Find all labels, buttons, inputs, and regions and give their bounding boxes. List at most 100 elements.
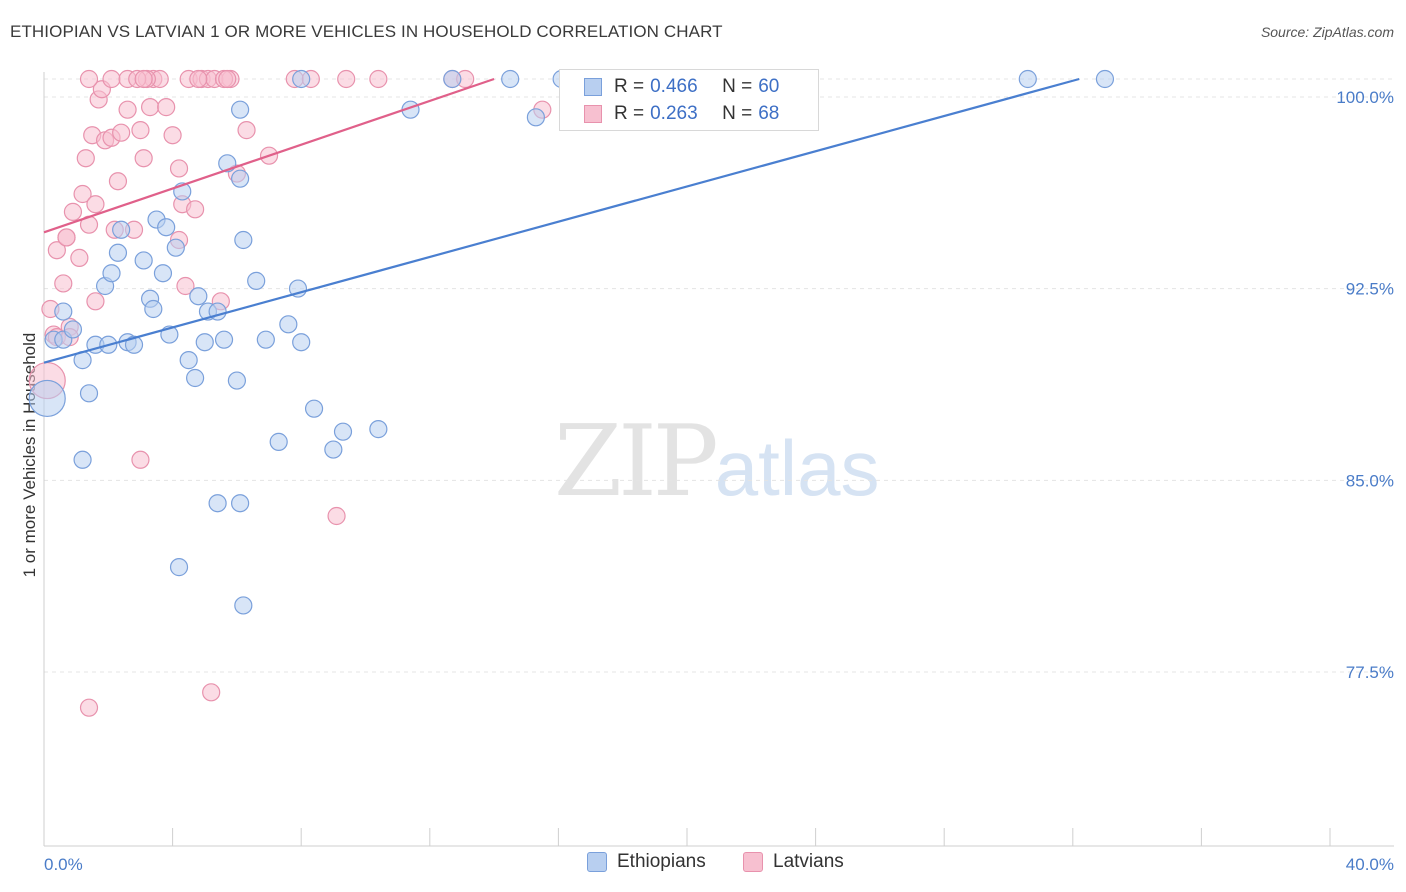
ethiopian-point bbox=[63, 320, 83, 339]
ethiopian-point bbox=[134, 251, 153, 270]
x-tick-label: 0.0% bbox=[44, 855, 83, 874]
ethiopian-point bbox=[324, 440, 343, 459]
ethiopian-point bbox=[227, 371, 246, 390]
legend-label-ethiopians: Ethiopians bbox=[617, 851, 706, 872]
latvian-point bbox=[108, 172, 128, 191]
latvian-point bbox=[134, 149, 153, 168]
latvian-point bbox=[57, 228, 76, 247]
ethiopian-point bbox=[247, 271, 266, 290]
ethiopian-point bbox=[166, 238, 185, 257]
legend-n-label: N = bbox=[722, 103, 753, 124]
chart-title: ETHIOPIAN VS LATVIAN 1 OR MORE VEHICLES … bbox=[10, 22, 723, 41]
latvian-point bbox=[327, 506, 346, 526]
y-tick-label: 100.0% bbox=[1336, 88, 1394, 107]
latvian-point bbox=[163, 126, 182, 145]
ethiopian-point bbox=[231, 169, 250, 188]
latvian-point bbox=[63, 202, 83, 221]
trend-lines bbox=[43, 77, 1080, 364]
latvian-point bbox=[131, 450, 150, 469]
ethiopian-point bbox=[279, 315, 298, 334]
legend-swatch-blue bbox=[584, 78, 602, 96]
ethiopian-point bbox=[179, 351, 198, 370]
ethiopian-point bbox=[54, 302, 73, 321]
ethiopian-point bbox=[234, 596, 253, 615]
legend-n-value: 60 bbox=[758, 76, 780, 97]
latvian-point bbox=[79, 69, 99, 89]
ethiopian-point bbox=[501, 69, 520, 89]
legend-r-value: 0.466 bbox=[650, 76, 698, 97]
latvian-point bbox=[102, 69, 121, 89]
latvian-point bbox=[140, 98, 160, 117]
latvian-point bbox=[218, 69, 237, 89]
x-tick-label: 40.0% bbox=[1346, 855, 1394, 874]
legend-n-value: 68 bbox=[758, 103, 780, 124]
ethiopian-point bbox=[195, 333, 214, 352]
ethiopian-point bbox=[292, 333, 311, 352]
latvian-point bbox=[73, 184, 92, 204]
y-tick-label: 77.5% bbox=[1346, 663, 1394, 682]
latvian-point bbox=[131, 121, 150, 140]
legend-item-ethiopians[interactable]: Ethiopians bbox=[587, 851, 706, 873]
data-points bbox=[28, 69, 1115, 717]
ethiopian-trend-line bbox=[43, 77, 1080, 364]
ethiopian-point bbox=[157, 218, 176, 237]
ethiopian-point bbox=[526, 108, 545, 127]
latvian-point bbox=[70, 248, 89, 267]
ethiopian-point bbox=[189, 287, 208, 306]
ethiopian-point bbox=[231, 494, 250, 513]
ethiopian-point bbox=[1095, 69, 1115, 89]
legend-n-label: N = bbox=[722, 76, 753, 97]
latvian-point bbox=[47, 241, 66, 260]
legend-swatch-pink bbox=[584, 105, 602, 123]
y-tick-label: 85.0% bbox=[1346, 471, 1394, 490]
ethiopian-point bbox=[153, 264, 173, 283]
gridlines bbox=[44, 78, 1394, 673]
latvian-point bbox=[337, 69, 356, 89]
ethiopian-point bbox=[1018, 69, 1037, 89]
legend-r-value: 0.263 bbox=[650, 103, 698, 124]
ethiopian-point bbox=[443, 69, 462, 89]
latvian-point bbox=[157, 98, 176, 117]
tick-labels: 77.5% 85.0% 92.5% 100.0% 0.0% 40.0% bbox=[44, 88, 1394, 874]
correlation-legend: R = 0.466 N = 60 R = 0.263 N = 68 bbox=[559, 69, 819, 131]
latvian-trend-line bbox=[43, 77, 495, 234]
latvian-point bbox=[79, 698, 99, 717]
ethiopian-point bbox=[144, 299, 163, 319]
ethiopian-point bbox=[256, 330, 275, 349]
latvian-point bbox=[169, 159, 189, 178]
legend-row-ethiopians: R = 0.466 N = 60 bbox=[584, 75, 779, 99]
ethiopian-point bbox=[292, 69, 311, 89]
watermark: ZIPatlas bbox=[554, 405, 880, 519]
legend-row-latvians: R = 0.263 N = 68 bbox=[584, 102, 779, 126]
watermark-atlas: atlas bbox=[714, 424, 880, 512]
series-legend: Ethiopians Latvians bbox=[0, 851, 1406, 877]
ethiopian-point bbox=[28, 379, 66, 418]
source-label: Source: ZipAtlas.com bbox=[1260, 24, 1394, 40]
latvian-point bbox=[202, 683, 221, 702]
latvian-point bbox=[112, 123, 131, 142]
latvian-point bbox=[76, 149, 95, 168]
watermark-zip: ZIP bbox=[554, 405, 719, 519]
latvian-point bbox=[176, 276, 195, 296]
ethiopian-point bbox=[269, 432, 288, 451]
ethiopian-point bbox=[73, 450, 92, 469]
legend-swatch-blue bbox=[587, 852, 607, 872]
ethiopian-point bbox=[102, 264, 121, 283]
ethiopian-point bbox=[234, 230, 253, 250]
legend-r-label: R = bbox=[614, 76, 645, 97]
axes bbox=[43, 72, 1394, 847]
latvian-point bbox=[86, 292, 105, 311]
legend-item-latvians[interactable]: Latvians bbox=[743, 851, 844, 873]
y-tick-label: 92.5% bbox=[1346, 280, 1394, 299]
legend-r-label: R = bbox=[614, 103, 645, 124]
ethiopian-point bbox=[208, 494, 227, 513]
ethiopian-point bbox=[108, 243, 128, 262]
ethiopian-point bbox=[169, 558, 189, 577]
ethiopian-point bbox=[124, 335, 144, 354]
ethiopian-point bbox=[333, 422, 353, 441]
ethiopian-point bbox=[186, 368, 205, 388]
legend-swatch-pink bbox=[743, 852, 763, 872]
ethiopian-point bbox=[231, 100, 250, 119]
latvian-point bbox=[186, 200, 205, 219]
